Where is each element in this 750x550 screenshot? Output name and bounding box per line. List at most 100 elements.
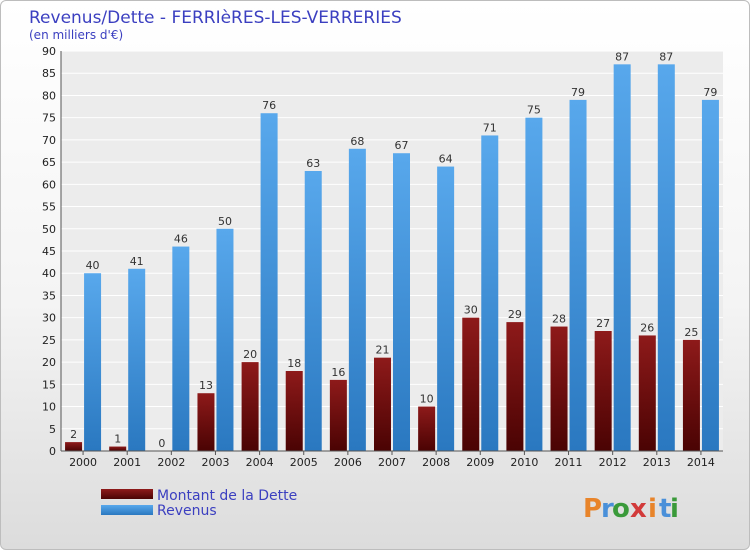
bar-dette-2012 [594,331,612,451]
proxiti-logo: Pro x i ti [583,494,679,524]
y-tick-label: 90 [42,45,56,58]
data-label-dette-2011: 28 [552,313,566,326]
data-label-revenus-2003: 50 [218,215,232,228]
legend-swatch-debt [101,489,153,499]
data-label-dette-2006: 16 [331,366,345,379]
data-labels: 2 40 1 41 0 46 13 50 20 76 18 63 16 68 21 67 10 64 30 71 29 7… [70,50,717,450]
x-tick-label: 2007 [378,456,406,469]
y-tick-label: 35 [42,289,56,302]
x-tick-label: 2006 [334,456,362,469]
grid-lines [61,50,723,452]
y-tick-label: 85 [42,67,56,80]
bar-dette-2000 [65,442,83,451]
bar-dette-2009 [462,317,480,451]
legend: Montant de la Dette Revenus [101,488,297,519]
bar-revenus-2001 [128,268,146,451]
data-label-dette-2001: 1 [114,433,121,446]
bar-revenus-2002 [172,246,190,451]
data-label-revenus-2013: 87 [659,50,673,63]
bar-dette-2004 [241,362,259,451]
legend-label-debt: Montant de la Dette [157,488,297,504]
bar-revenus-2013 [657,64,675,452]
x-tick-label: 2002 [157,456,185,469]
bar-dette-2007 [374,357,391,451]
x-tick-label: 2001 [113,456,141,469]
y-tick-label: 45 [42,245,56,258]
data-label-revenus-2002: 46 [174,233,188,246]
y-tick-label: 65 [42,156,56,169]
x-tick-label: 2004 [246,456,274,469]
data-label-dette-2003: 13 [199,379,213,392]
data-label-revenus-2000: 40 [86,259,100,272]
data-label-dette-2004: 20 [243,348,257,361]
bar-revenus-2007 [393,153,410,451]
bar-dette-2008 [418,406,436,451]
bar-dette-2006 [329,379,347,451]
bars [65,64,719,452]
data-label-revenus-2012: 87 [615,50,629,63]
y-tick-label: 75 [42,112,56,125]
bar-revenus-2003 [216,228,234,451]
logo-letter: i [670,494,679,524]
bar-revenus-2014 [701,99,719,451]
data-label-revenus-2010: 75 [527,104,541,117]
x-tick-label: 2010 [510,456,538,469]
data-label-dette-2000: 2 [70,428,77,441]
bar-revenus-2000 [84,273,102,451]
logo-letter: t [659,494,671,524]
data-label-revenus-2001: 41 [130,255,144,268]
x-tick-label: 2008 [422,456,450,469]
bar-revenus-2006 [348,148,366,451]
data-label-revenus-2008: 64 [439,153,453,166]
bar-revenus-2012 [613,64,631,452]
y-tick-label: 5 [49,423,56,436]
data-label-dette-2007: 21 [376,344,390,357]
logo-letter: x [630,494,647,524]
y-tick-label: 50 [42,223,56,236]
data-label-dette-2014: 25 [684,326,698,339]
bar-dette-2010 [506,322,524,451]
y-tick-label: 0 [49,445,56,458]
y-tick-label: 40 [42,267,56,280]
data-label-revenus-2005: 63 [306,157,320,170]
y-tick-label: 80 [42,89,56,102]
bar-revenus-2009 [481,135,499,451]
logo-letter: i [648,494,657,524]
y-tick-label: 30 [42,312,56,325]
data-label-revenus-2011: 79 [571,86,585,99]
y-tick-label: 25 [42,334,56,347]
x-tick-label: 2000 [69,456,97,469]
data-label-dette-2009: 30 [464,304,478,317]
data-label-dette-2008: 10 [420,393,434,406]
chart-subtitle: (en milliers d'€) [29,28,123,42]
bar-dette-2013 [638,335,656,451]
bar-revenus-2010 [525,117,543,452]
logo-letter: P [583,494,602,524]
y-tick-label: 15 [42,378,56,391]
data-label-revenus-2004: 76 [262,99,276,112]
data-label-dette-2005: 18 [287,357,301,370]
x-tick-label: 2011 [555,456,583,469]
x-tick-label: 2012 [599,456,627,469]
data-label-revenus-2007: 67 [395,139,409,152]
y-tick-label: 70 [42,134,56,147]
y-axis: 0 5 10 15 20 25 30 35 40 45 50 55 60 65 70 75 80 85 90 [42,45,62,458]
legend-label-revenus: Revenus [157,503,217,519]
logo-letter: r [601,494,614,524]
bar-revenus-2004 [260,113,278,451]
data-label-dette-2002: 0 [158,437,165,450]
bar-revenus-2011 [569,99,587,451]
bar-dette-2003 [197,393,215,451]
legend-swatch-revenus [101,505,153,515]
data-label-dette-2010: 29 [508,308,522,321]
data-label-revenus-2009: 71 [483,121,497,134]
x-tick-label: 2009 [466,456,494,469]
bar-dette-2011 [550,326,568,451]
y-tick-label: 10 [42,401,56,414]
x-tick-label: 2003 [201,456,229,469]
y-tick-label: 60 [42,178,56,191]
data-label-revenus-2006: 68 [350,135,364,148]
data-label-dette-2012: 27 [596,317,610,330]
